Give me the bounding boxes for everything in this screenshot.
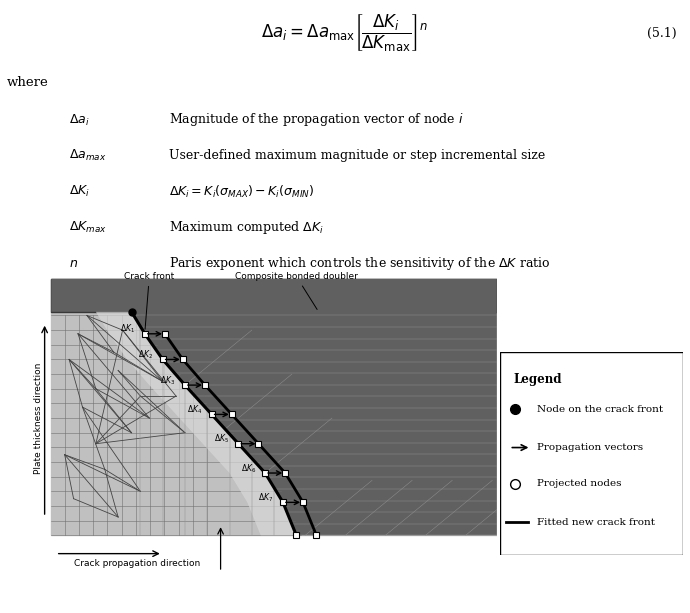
Text: $\Delta K_2$: $\Delta K_2$ xyxy=(138,349,153,361)
Text: User-defined maximum magnitude or step incremental size: User-defined maximum magnitude or step i… xyxy=(169,150,545,162)
Text: Paris exponent which controls the sensitivity of the $\Delta K$ ratio: Paris exponent which controls the sensit… xyxy=(169,255,551,272)
Text: Composite bonded doubler: Composite bonded doubler xyxy=(235,272,358,310)
Text: $\Delta K_4$: $\Delta K_4$ xyxy=(187,403,202,416)
Text: Propagation vectors: Propagation vectors xyxy=(537,443,643,452)
Text: $\Delta a_i$: $\Delta a_i$ xyxy=(69,112,90,128)
Text: $\Delta K_i=K_i(\sigma_{MAX}) - K_i(\sigma_{MIN})$: $\Delta K_i=K_i(\sigma_{MAX}) - K_i(\sig… xyxy=(169,184,315,200)
Text: Crack propagation direction: Crack propagation direction xyxy=(74,560,200,568)
Text: where: where xyxy=(7,76,49,89)
Text: Crack front: Crack front xyxy=(124,272,175,329)
Text: Maximum computed $\Delta K_i$: Maximum computed $\Delta K_i$ xyxy=(169,219,324,236)
Polygon shape xyxy=(51,279,497,535)
Polygon shape xyxy=(96,312,296,535)
Text: Plate thickness direction: Plate thickness direction xyxy=(34,362,43,474)
Text: $\Delta K_5$: $\Delta K_5$ xyxy=(214,433,229,446)
Text: $\Delta K_3$: $\Delta K_3$ xyxy=(161,375,176,387)
FancyBboxPatch shape xyxy=(500,352,683,555)
Bar xyxy=(51,279,497,312)
Text: $\Delta K_1$: $\Delta K_1$ xyxy=(120,323,135,335)
Text: Projected nodes: Projected nodes xyxy=(537,479,621,489)
Text: Node on the crack front: Node on the crack front xyxy=(537,405,663,414)
Text: Magnitude of the propagation vector of node $i$: Magnitude of the propagation vector of n… xyxy=(169,112,464,129)
Text: $n$: $n$ xyxy=(69,257,78,270)
Text: $\Delta K_{max}$: $\Delta K_{max}$ xyxy=(69,220,107,235)
Text: $\Delta K_6$: $\Delta K_6$ xyxy=(241,462,256,474)
Text: $\Delta a_{max}$: $\Delta a_{max}$ xyxy=(69,148,106,164)
Text: $\Delta K_7$: $\Delta K_7$ xyxy=(259,492,274,504)
Text: Fitted new crack front: Fitted new crack front xyxy=(537,518,655,527)
Text: $\Delta K_i$: $\Delta K_i$ xyxy=(69,184,90,199)
Text: $\Delta a_i = \Delta a_{\mathrm{max}}\left[\dfrac{\Delta K_i}{\Delta K_{\mathrm{: $\Delta a_i = \Delta a_{\mathrm{max}}\le… xyxy=(262,12,428,54)
Text: Legend: Legend xyxy=(513,373,562,386)
Text: (5.1): (5.1) xyxy=(647,26,676,40)
Bar xyxy=(51,279,497,535)
